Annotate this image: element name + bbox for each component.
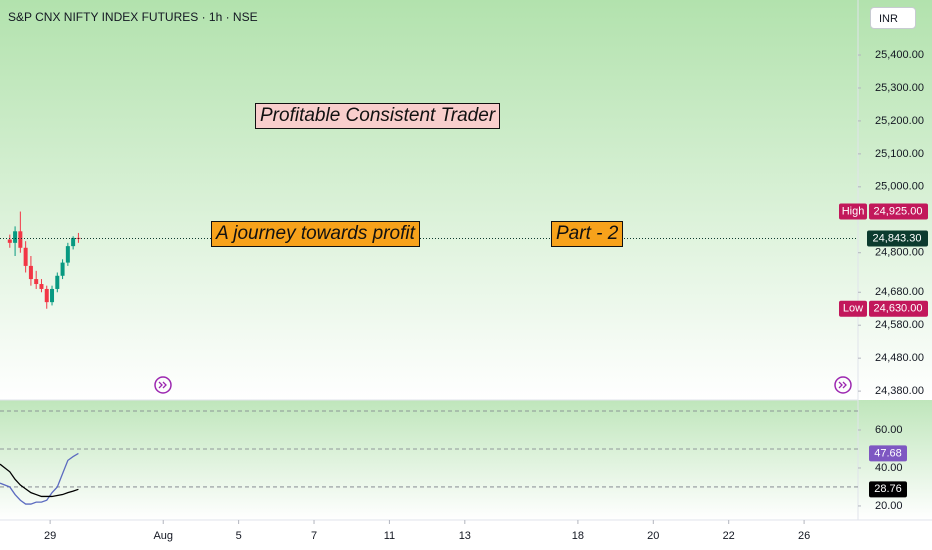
price-tag-name-box — [839, 203, 867, 220]
price-tag — [869, 300, 928, 317]
candle-body — [44, 288, 49, 303]
x-tick-label: 20 — [647, 530, 659, 542]
y-tick-label: 24,800.00 — [875, 247, 924, 259]
x-tick-label: 11 — [384, 530, 395, 542]
price-tag-label: 24,925.00 — [874, 205, 923, 217]
x-tick-label: 7 — [311, 530, 317, 542]
last-price-label: 24,843.30 — [873, 232, 922, 244]
y-tick-label: 24,680.00 — [875, 286, 924, 298]
x-tick-label: Aug — [153, 530, 173, 542]
x-tick-label: 13 — [459, 530, 471, 542]
chart-title: S&P CNX NIFTY INDEX FUTURES · 1h · NSE — [8, 10, 258, 24]
candle-body — [18, 231, 23, 248]
y-tick-label: 25,000.00 — [875, 181, 924, 193]
y-tick-label: 25,300.00 — [875, 82, 924, 94]
y-tick-label: 24,580.00 — [875, 319, 924, 331]
y-tick-label: 25,400.00 — [875, 49, 924, 61]
candle-body — [39, 284, 44, 289]
candle-body — [65, 246, 70, 263]
y-tick-label: 25,200.00 — [875, 115, 924, 127]
y-tick-label: 40.00 — [875, 462, 903, 474]
last-value-label: 28.76 — [874, 483, 902, 495]
candle-body — [60, 262, 65, 276]
annotation: A journey towards profit — [211, 221, 420, 247]
price-tag-label: 24,630.00 — [874, 303, 923, 315]
candle-body — [7, 239, 12, 243]
x-tick-label: 5 — [236, 530, 242, 542]
price-pane — [0, 0, 932, 400]
candle-body — [23, 247, 28, 266]
candle-body — [50, 288, 55, 303]
x-tick-label: 29 — [44, 530, 56, 542]
price-tag-name: High — [842, 205, 865, 217]
candle-body — [71, 237, 76, 247]
candle-body — [13, 231, 18, 243]
last-value-label: 47.68 — [874, 447, 902, 459]
indicator-pane — [0, 400, 932, 520]
price-tag — [869, 203, 928, 220]
indicator-line — [0, 452, 79, 505]
last-value-tag — [869, 445, 907, 462]
y-tick-label: 24,380.00 — [875, 385, 924, 397]
replay-icon[interactable] — [834, 376, 852, 394]
annotation: Part - 2 — [551, 221, 624, 247]
x-tick-label: 22 — [723, 530, 735, 542]
y-tick-label: 60.00 — [875, 424, 903, 436]
replay-icon[interactable] — [154, 376, 172, 394]
price-tag-name-box — [839, 300, 867, 317]
y-tick-label: 25,100.00 — [875, 148, 924, 160]
y-tick-label: 24,480.00 — [875, 352, 924, 364]
y-tick-label: 20.00 — [875, 500, 903, 512]
last-price-tag — [867, 230, 928, 247]
candle-body — [55, 275, 60, 289]
last-value-tag — [869, 481, 907, 498]
currency-button[interactable]: INR — [870, 7, 916, 29]
candle-body — [34, 279, 39, 285]
x-tick-label: 26 — [798, 530, 810, 542]
annotation: Profitable Consistent Trader — [255, 103, 501, 129]
candle-body — [28, 265, 33, 280]
indicator-line — [0, 463, 79, 498]
price-tag-name: Low — [843, 303, 863, 315]
x-tick-label: 18 — [572, 530, 584, 542]
